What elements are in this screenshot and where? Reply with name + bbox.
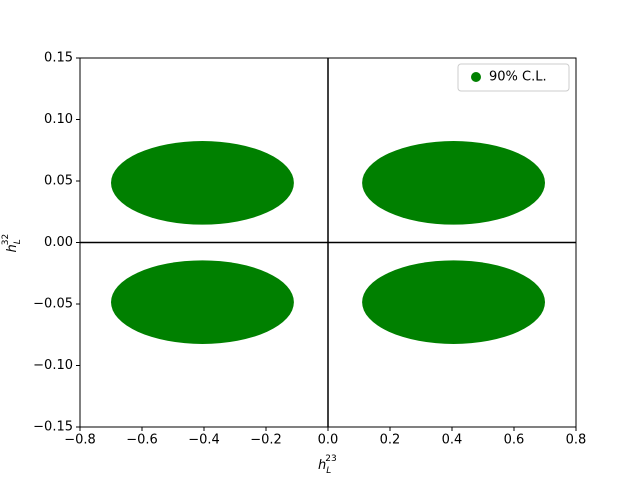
y-tick-label: −0.05	[33, 297, 73, 312]
x-tick-label: −0.8	[64, 433, 96, 448]
y-axis-label: hL32	[1, 234, 23, 253]
confidence-region	[362, 141, 545, 225]
y-tick-label: −0.15	[33, 420, 73, 435]
x-axis-label-sup: 23	[325, 454, 336, 464]
y-axis-label-sup: 32	[1, 234, 11, 245]
x-tick-label: −0.4	[188, 433, 220, 448]
y-tick-label: 0.10	[44, 112, 73, 127]
x-axis-label-sub: L	[326, 466, 331, 476]
y-tick-label: 0.00	[44, 235, 73, 250]
legend-label: 90% C.L.	[489, 70, 547, 85]
confidence-region	[111, 141, 294, 225]
y-tick-label: −0.10	[33, 358, 73, 373]
confidence-region	[111, 260, 294, 344]
x-tick-label: 0.4	[442, 433, 463, 448]
y-axis-label-base: h	[5, 244, 20, 252]
x-tick-label: 0.6	[504, 433, 525, 448]
legend-marker	[471, 72, 481, 82]
legend-box	[457, 63, 570, 92]
x-tick-label: 0.8	[566, 433, 587, 448]
y-axis-label-sub: L	[13, 239, 23, 244]
x-tick-label: −0.6	[126, 433, 158, 448]
y-tick-label: 0.15	[44, 51, 73, 66]
x-axis-label-base: h	[318, 458, 326, 473]
y-tick-label: 0.05	[44, 174, 73, 189]
confidence-region	[362, 260, 545, 344]
x-tick-label: 0.0	[318, 433, 339, 448]
x-axis-label: hL 23	[318, 454, 337, 476]
x-tick-label: −0.2	[250, 433, 282, 448]
x-tick-label: 0.2	[380, 433, 401, 448]
